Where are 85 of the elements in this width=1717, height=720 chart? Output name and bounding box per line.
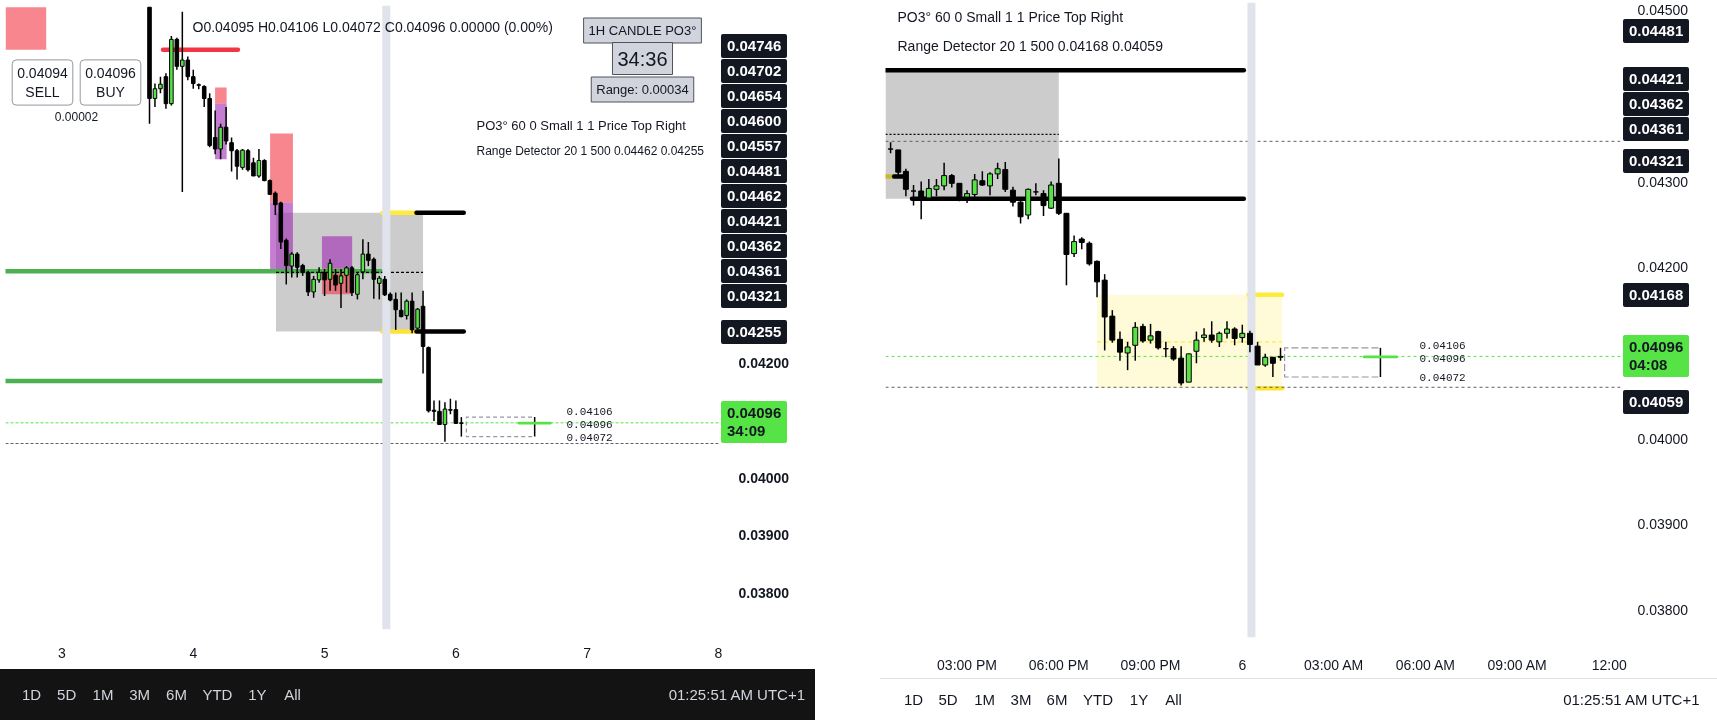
text: 1M — [974, 689, 996, 710]
x-tick-label: 09:00 AM — [1487, 656, 1547, 673]
text: 01:25:51 AM UTC+1 — [1563, 689, 1700, 710]
text: 0.04321 — [1623, 149, 1690, 173]
ref-line-label: 0.04096 34:09 — [721, 401, 788, 444]
annotation: 0.04072 — [1419, 372, 1466, 384]
y-tick-label: 0.04000 — [1637, 430, 1689, 447]
x-tick-label: 6 — [451, 644, 460, 661]
text: 0.04255 — [721, 320, 788, 344]
annotation: 0.00002 — [54, 110, 99, 124]
x-tick-label: 09:00 PM — [1120, 656, 1181, 673]
x-tick-label: 03:00 PM — [937, 656, 998, 673]
y-tick-label: 0.04200 — [1637, 259, 1689, 276]
text: 1Y — [1129, 689, 1149, 710]
x-tick-label: 7 — [583, 644, 592, 661]
text: YTD — [1083, 689, 1113, 710]
text: 5D — [57, 684, 77, 705]
annotation: 0.04106 — [1419, 340, 1466, 352]
text: 1D — [904, 689, 924, 710]
text: 0.04361 — [1623, 117, 1690, 141]
y-tick-label: 0.04300 — [1637, 173, 1689, 190]
x-tick-label: 3 — [58, 644, 67, 661]
text: YTD — [202, 684, 233, 705]
y-tick-label: 0.03800 — [1637, 602, 1689, 619]
x-tick-label: 06:00 AM — [1395, 656, 1455, 673]
annotation: PO3° 60 0 Small 1 1 Price Top Right — [897, 8, 1124, 25]
annotation: Range: 0.00034 — [596, 82, 689, 97]
text: 0.04421 — [1623, 67, 1690, 91]
y-tick-label: 0.04500 — [1637, 2, 1689, 19]
annotation: 0.04094 SELL — [17, 64, 69, 101]
candlestick — [1269, 356, 1276, 378]
text: 3M — [129, 684, 151, 705]
y-tick-label: 0.03900 — [1637, 516, 1689, 533]
text: 3M — [1010, 689, 1032, 710]
text: 0.04362 — [1623, 92, 1690, 116]
x-tick-label: 8 — [714, 644, 723, 661]
text: 1Y — [248, 684, 267, 705]
y-tick-label: 0.04200 — [738, 355, 790, 372]
annotation: 1H CANDLE PO3° — [588, 23, 697, 38]
annotation: 34:36 — [617, 47, 668, 70]
x-tick-label: 6 — [1238, 656, 1247, 673]
text: All — [1165, 689, 1182, 710]
candlestick — [1201, 327, 1208, 343]
annotation: 0.04096 BUY — [85, 64, 137, 101]
text: O0.04095 H0.04106 L0.04072 C0.04096 0.00000 (0.00%) — [192, 18, 553, 35]
annotation: Range Detector 20 1 500 0.04168 0.04059 — [897, 37, 1164, 54]
candlestick — [895, 149, 902, 178]
text: 0.04421 — [721, 209, 788, 233]
text: 6M — [166, 684, 187, 705]
annotation: PO3° 60 0 Small 1 1 Price Top Right — [476, 118, 687, 133]
annotation: Range Detector 20 1 500 0.04462 0.04255 — [476, 143, 705, 158]
y-tick-label: 0.04000 — [738, 469, 790, 486]
y-tick-label: 0.03800 — [738, 584, 790, 601]
x-tick-label: 06:00 PM — [1028, 656, 1089, 673]
text: 0.04702 — [721, 59, 788, 83]
ref-line-label: 0.04096 04:08 — [1623, 334, 1690, 377]
text: 0.04746 — [721, 34, 788, 58]
y-tick-label: 0.03900 — [738, 527, 790, 544]
text: 0.04481 — [1623, 19, 1690, 43]
x-tick-label: 4 — [189, 644, 198, 661]
text: 0.04600 — [721, 109, 788, 133]
text: 5D — [938, 689, 958, 710]
text: 1D — [21, 684, 42, 705]
annotation: 0.04096 — [566, 419, 613, 431]
text: 0.04481 — [721, 159, 788, 183]
text: 0.04654 — [721, 84, 788, 108]
text: 0.04462 — [721, 184, 788, 208]
x-tick-label: 12:00 — [1591, 656, 1628, 673]
text: 0.04361 — [721, 259, 788, 283]
text: All — [284, 684, 301, 705]
annotation: 0.04096 — [1419, 353, 1466, 365]
candlestick — [1246, 329, 1253, 353]
text: 0.04362 — [721, 234, 788, 258]
text: 01:25:51 AM UTC+1 — [668, 684, 805, 705]
text: 6M — [1046, 689, 1068, 710]
text: 0.04321 — [721, 284, 788, 308]
annotation: 0.04072 — [566, 432, 613, 444]
text: 0.04168 — [1623, 283, 1690, 307]
x-tick-label: 03:00 AM — [1304, 656, 1364, 673]
text: 0.04557 — [721, 134, 788, 158]
text: 0.04059 — [1623, 390, 1690, 414]
annotation: 0.04106 — [566, 406, 613, 418]
text: 1M — [92, 684, 114, 705]
candlestick — [941, 162, 948, 191]
x-tick-label: 5 — [320, 644, 329, 661]
